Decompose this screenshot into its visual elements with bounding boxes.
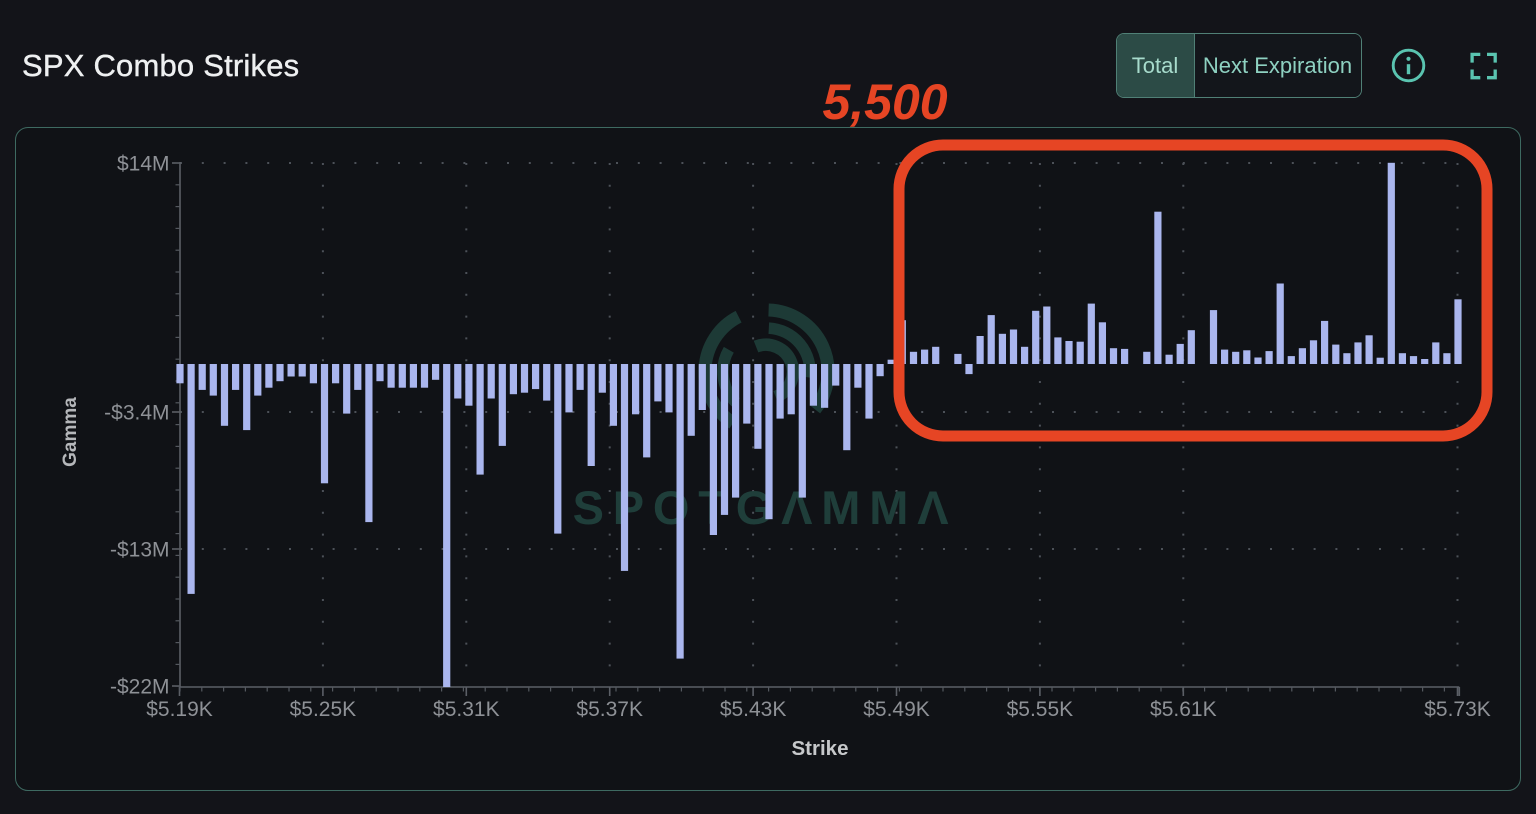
svg-text:$5.49K: $5.49K <box>863 698 930 721</box>
svg-text:-$3.4M: -$3.4M <box>104 402 169 425</box>
svg-text:-$13M: -$13M <box>110 539 170 562</box>
svg-text:5,500: 5,500 <box>822 74 947 130</box>
svg-text:$5.55K: $5.55K <box>1007 698 1074 721</box>
svg-text:Gamma: Gamma <box>60 397 81 467</box>
svg-text:$5.19K: $5.19K <box>146 698 213 721</box>
svg-text:SPOTGΛMMΛ: SPOTGΛMMΛ <box>573 481 958 534</box>
svg-text:$14M: $14M <box>117 153 170 176</box>
svg-text:$5.73K: $5.73K <box>1424 698 1491 721</box>
svg-text:-$22M: -$22M <box>110 676 170 699</box>
svg-text:$5.25K: $5.25K <box>290 698 357 721</box>
svg-text:Strike: Strike <box>792 737 849 760</box>
svg-text:$5.61K: $5.61K <box>1150 698 1217 721</box>
svg-text:$5.43K: $5.43K <box>720 698 787 721</box>
svg-text:$5.37K: $5.37K <box>576 698 643 721</box>
svg-text:$5.31K: $5.31K <box>433 698 500 721</box>
